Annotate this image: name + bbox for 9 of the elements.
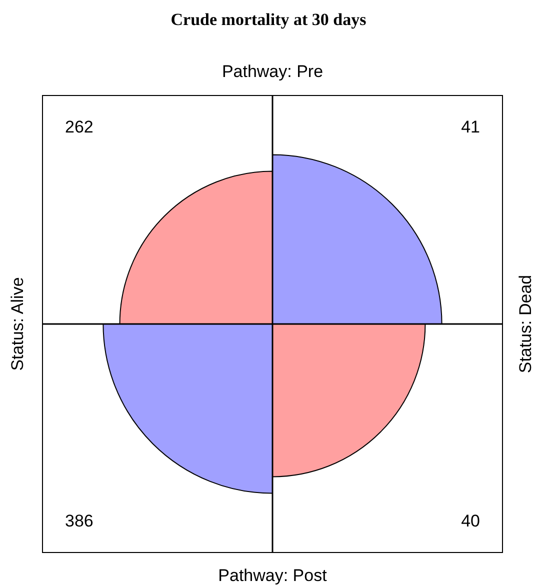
text: Status: Dead <box>516 274 536 374</box>
text: Pathway: Pre <box>220 62 324 82</box>
text: Status: Alive <box>8 277 28 371</box>
data-label: 41 <box>461 118 480 137</box>
text: Pathway: Post <box>217 566 328 586</box>
data-label: 262 <box>65 118 94 137</box>
data-label: 386 <box>65 512 94 531</box>
data-label: 40 <box>461 512 480 531</box>
text: Crude mortality at 30 days <box>170 10 368 30</box>
